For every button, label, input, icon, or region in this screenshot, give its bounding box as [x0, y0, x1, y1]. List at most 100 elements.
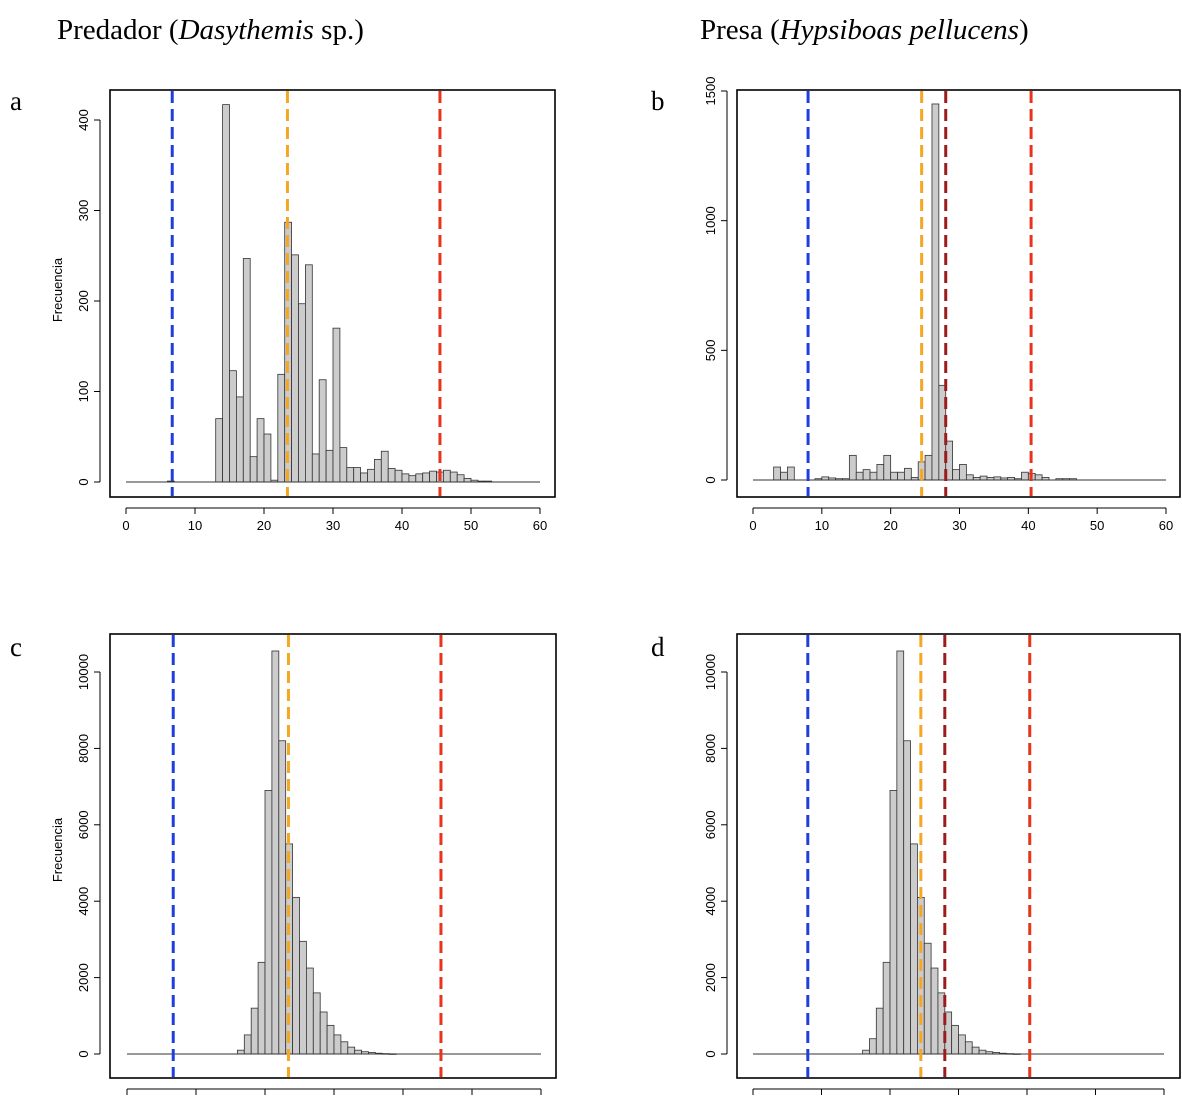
species-name: Hypsiboas pellucens — [779, 14, 1019, 46]
histogram-bar — [951, 1024, 959, 1055]
y-axis: 0 2000 4000 6000 8000 10000 — [76, 654, 101, 1058]
x-tick-label: 50 — [1090, 518, 1104, 533]
histogram-bar — [903, 740, 911, 1055]
histogram-bar — [340, 1041, 349, 1055]
histogram-bar — [449, 471, 458, 483]
histogram-bar — [463, 477, 472, 483]
panel-b: 0 10 20 30 40 50 60 0 500 1000 1500 b — [651, 77, 1181, 533]
histogram-bar — [229, 370, 237, 483]
y-tick-label: 6000 — [76, 810, 91, 839]
histogram-bar — [889, 790, 898, 1055]
histogram-bar — [292, 896, 300, 1055]
histogram-bar — [318, 379, 327, 483]
histogram-bar — [339, 447, 348, 483]
panel-a: 0 10 20 30 40 50 60 0 100 200 300 400 a Frecuencia — [10, 86, 556, 533]
y-tick-label: 10000 — [76, 654, 91, 690]
x-tick-label: 40 — [395, 518, 409, 533]
plot-frame — [736, 633, 1181, 1079]
histogram-bar — [971, 1046, 980, 1055]
histogram-bar — [862, 1049, 870, 1055]
histogram-bar — [346, 467, 355, 483]
histogram-bar — [298, 303, 306, 483]
histogram-bar — [299, 940, 307, 1055]
histogram-bar — [332, 327, 341, 483]
histogram-bar — [773, 466, 781, 481]
histogram-bar — [250, 1007, 259, 1055]
histogram-bar — [952, 469, 960, 481]
histogram-bar — [869, 471, 878, 481]
x-tick-label: 0 — [749, 518, 756, 533]
histogram-bar — [787, 466, 795, 481]
histogram-bar — [904, 467, 912, 481]
x-tick-label: 0 — [122, 518, 129, 533]
title-prefix: Presa ( — [700, 14, 780, 46]
y-tick-label: 4000 — [703, 887, 718, 916]
histogram-bar — [243, 1034, 252, 1055]
histogram-bar — [380, 450, 389, 483]
histogram-bar — [271, 650, 280, 1055]
histogram-bar — [848, 454, 857, 481]
histogram-bar — [235, 396, 244, 483]
histogram-bar — [387, 468, 396, 483]
histogram-bar — [883, 454, 892, 481]
histogram-bar — [869, 1038, 877, 1055]
histogram-bar — [278, 740, 287, 1055]
histogram-bar — [215, 418, 223, 483]
histogram-bar — [930, 967, 939, 1055]
histogram-bar — [354, 1049, 363, 1055]
histogram-bar — [965, 474, 974, 481]
panel-d: 01020304050600200040006000800010000dTemp… — [651, 632, 1181, 1095]
x-tick-label: 10 — [815, 518, 829, 533]
histogram-bar — [373, 458, 382, 483]
y-tick-label: 2000 — [703, 963, 718, 992]
x-tick-label: 40 — [1021, 518, 1035, 533]
title-suffix: ) — [1018, 14, 1029, 46]
panel-label: d — [651, 632, 665, 662]
histogram-bar — [1021, 471, 1029, 481]
histogram-bar — [347, 1046, 356, 1055]
y-tick-label: 6000 — [703, 810, 718, 839]
histogram-bar — [291, 254, 299, 483]
y-tick-label: 0 — [76, 1050, 91, 1057]
histogram-bar — [959, 464, 967, 481]
histogram-bar — [256, 418, 265, 483]
y-tick-label: 100 — [76, 381, 91, 403]
histogram-bar — [910, 843, 918, 1055]
histogram-bar — [964, 1041, 973, 1055]
histogram-bar — [264, 790, 273, 1055]
histogram-bar — [415, 473, 424, 483]
y-tick-label: 1500 — [703, 77, 718, 106]
histogram-bar — [222, 104, 230, 483]
histogram-bar — [896, 650, 905, 1055]
y-tick-label: 2000 — [76, 963, 91, 992]
title-prefix: Predador ( — [57, 14, 179, 46]
y-tick-label: 0 — [703, 1050, 718, 1057]
y-tick-label: 400 — [76, 109, 91, 131]
histogram-bars — [236, 650, 397, 1055]
y-tick-label: 300 — [76, 200, 91, 222]
histogram-bar — [429, 470, 437, 483]
histogram-bar — [304, 264, 313, 483]
column-title-predator: Predador (Dasythemis sp.) — [57, 14, 364, 47]
y-tick-label: 10000 — [703, 654, 718, 690]
histogram-bar — [917, 896, 925, 1055]
y-tick-label: 500 — [703, 339, 718, 361]
histogram-bar — [890, 471, 898, 481]
histogram-bar — [875, 1007, 884, 1055]
plot-frame — [109, 633, 557, 1079]
histogram-bar — [456, 474, 465, 483]
panel-label: c — [10, 632, 22, 662]
histogram-bar — [882, 961, 891, 1055]
histogram-bar — [1034, 474, 1043, 481]
x-tick-label: 60 — [533, 518, 547, 533]
histogram-bar — [333, 1034, 342, 1055]
plot-frame — [109, 89, 556, 498]
y-axis: 0 100 200 300 400 — [76, 109, 101, 486]
histogram-bar — [257, 961, 266, 1055]
histogram-bar — [367, 468, 375, 483]
histogram-bars — [166, 104, 493, 483]
x-tick-label: 60 — [1159, 518, 1173, 533]
